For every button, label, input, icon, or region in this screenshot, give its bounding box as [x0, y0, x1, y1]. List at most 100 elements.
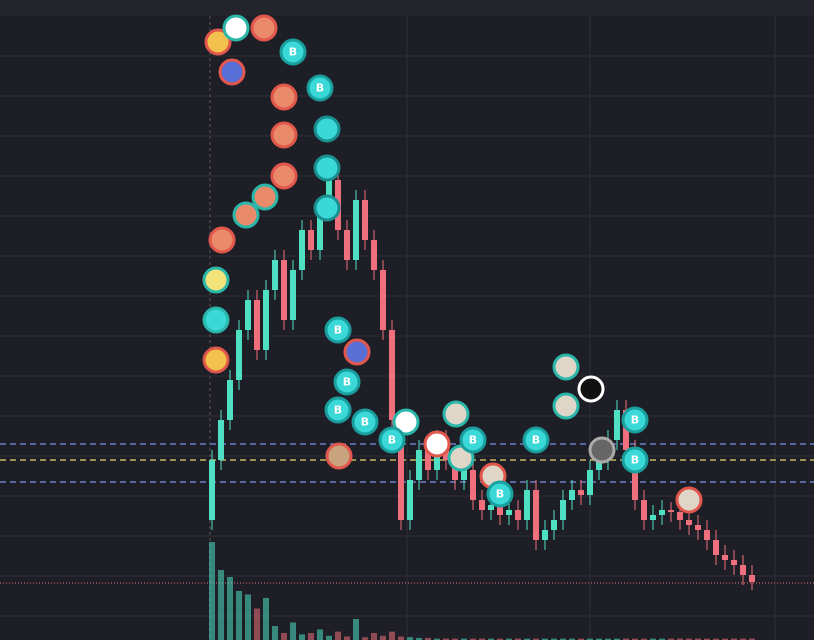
- marker-label: B: [469, 434, 477, 447]
- buy-marker: B: [324, 396, 352, 424]
- volume-bar: [614, 638, 620, 640]
- candle-body: [227, 380, 233, 420]
- buy-marker: B: [486, 480, 514, 508]
- icon-bubbles: [202, 14, 703, 514]
- volume-bar: [452, 638, 458, 640]
- candle-body: [641, 500, 647, 520]
- marker-circle: [378, 426, 406, 454]
- volume-bar: [407, 637, 413, 640]
- candle-body: [533, 490, 539, 540]
- buy-marker: B: [279, 38, 307, 66]
- volume-bar: [641, 638, 647, 640]
- marker-label: B: [334, 324, 342, 337]
- marker-label: B: [388, 434, 396, 447]
- volume-bar: [569, 638, 575, 640]
- volume-bar: [605, 638, 611, 640]
- volume-bar: [326, 635, 332, 640]
- candle-body: [740, 565, 746, 575]
- volume-bar: [533, 638, 539, 640]
- candle-body: [263, 290, 269, 350]
- volume-bar: [497, 638, 503, 640]
- candle-body: [542, 530, 548, 540]
- volume-bar: [362, 637, 368, 640]
- candle-body: [650, 515, 656, 520]
- volume-bar: [281, 633, 287, 640]
- volume-bar: [749, 638, 755, 640]
- marker-label: B: [334, 404, 342, 417]
- volume-bar: [542, 638, 548, 640]
- buy-marker: B: [324, 316, 352, 344]
- volume-bar: [398, 636, 404, 640]
- volume-bar: [434, 638, 440, 640]
- candle-body: [371, 240, 377, 270]
- volume-bar: [488, 638, 494, 640]
- marker-label: B: [496, 488, 504, 501]
- volume-bar: [623, 638, 629, 640]
- volume-bar: [740, 638, 746, 640]
- volume-bar: [677, 638, 683, 640]
- volume-bar: [209, 542, 215, 640]
- volume-bar: [380, 635, 386, 640]
- candle-body: [308, 230, 314, 250]
- marker-circle: [522, 426, 550, 454]
- marker-label: B: [631, 454, 639, 467]
- volume-bar: [218, 570, 224, 640]
- marker-circle: [459, 426, 487, 454]
- marker-circle: [621, 406, 649, 434]
- marker-circle: [621, 446, 649, 474]
- volume-bar: [344, 636, 350, 640]
- top-bar: [0, 0, 814, 16]
- candle-body: [281, 260, 287, 320]
- buy-marker: B: [378, 426, 406, 454]
- candle-body: [677, 512, 683, 520]
- volume-bar: [353, 619, 359, 640]
- candle-body: [389, 330, 395, 420]
- volume-bar: [470, 638, 476, 640]
- volume-bar: [596, 638, 602, 640]
- candle-body: [632, 450, 638, 500]
- candle-body: [209, 460, 215, 520]
- candle-body: [695, 525, 701, 530]
- volume-bar: [371, 633, 377, 640]
- volume-bar: [587, 638, 593, 640]
- marker-label: B: [343, 376, 351, 389]
- candle-body: [380, 270, 386, 330]
- candle-body: [713, 540, 719, 555]
- candle-body: [731, 560, 737, 565]
- candle-body: [398, 420, 404, 520]
- volume-bar: [416, 637, 422, 640]
- buy-marker: B: [621, 406, 649, 434]
- candle-body: [569, 490, 575, 500]
- candle-body: [515, 510, 521, 520]
- volume-bar: [461, 638, 467, 640]
- candle-body: [722, 555, 728, 560]
- volume-bar: [317, 629, 323, 640]
- volume-bar: [578, 638, 584, 640]
- marker-circle: [324, 316, 352, 344]
- candle-body: [560, 500, 566, 520]
- volume-bar: [686, 638, 692, 640]
- volume-bar: [515, 638, 521, 640]
- volume-bar: [443, 638, 449, 640]
- volume-bar: [245, 594, 251, 640]
- candle-body: [479, 500, 485, 510]
- volume-bar: [236, 591, 242, 640]
- candle-body: [299, 230, 305, 270]
- volume-bar: [731, 638, 737, 640]
- candle-body: [254, 300, 260, 350]
- candle-body: [461, 470, 467, 480]
- candle-body: [497, 505, 503, 515]
- candle-body: [362, 200, 368, 240]
- volume-bar: [713, 638, 719, 640]
- volume-bar: [263, 598, 269, 640]
- volume-bar: [425, 637, 431, 640]
- volume-bar: [524, 638, 530, 640]
- candle-body: [704, 530, 710, 540]
- volume-bar: [254, 608, 260, 640]
- marker-circle: [486, 480, 514, 508]
- marker-label: B: [289, 46, 297, 59]
- candle-body: [416, 450, 422, 480]
- volume-bar: [308, 633, 314, 640]
- volume-bar: [668, 638, 674, 640]
